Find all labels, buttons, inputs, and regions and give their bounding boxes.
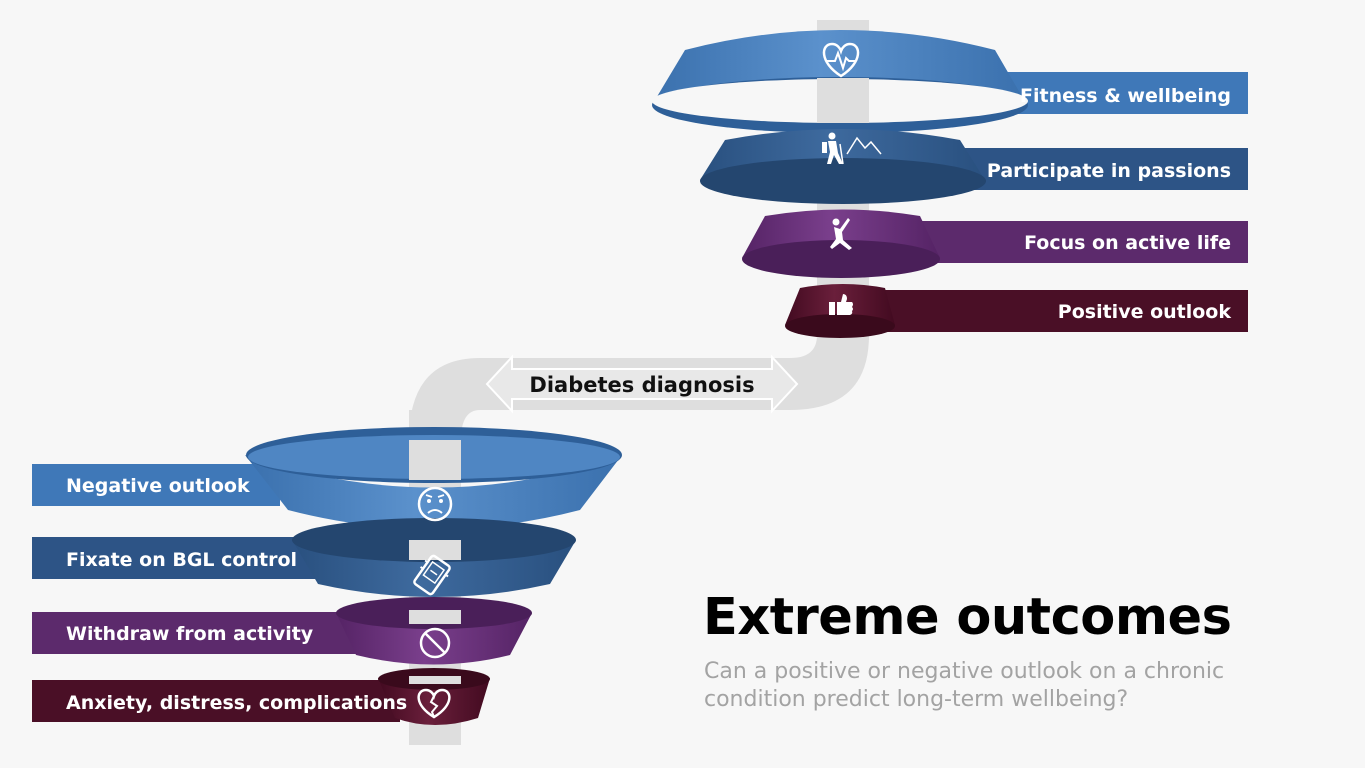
funnel-level-active: Focus on active life: [742, 209, 1248, 278]
level-label: Fitness & wellbeing: [1020, 85, 1231, 107]
negative-funnel: Negative outlook Fixate on BGL control W…: [32, 427, 622, 725]
label-bar: [915, 221, 1248, 263]
yoga-pose-icon: [830, 218, 852, 250]
prohibited-icon: [419, 627, 451, 659]
thumbs-up-icon: [829, 294, 853, 315]
funnel-level-fitness: Fitness & wellbeing: [652, 30, 1248, 133]
level-label: Withdraw from activity: [66, 623, 314, 645]
label-bar: [1005, 72, 1248, 114]
funnel-level-withdraw: Withdraw from activity: [32, 597, 532, 665]
label-bar: [960, 148, 1248, 190]
funnel-level-anxiety: Anxiety, distress, complications: [32, 668, 490, 725]
heart-pulse-icon: [822, 42, 860, 78]
page-subtitle: Can a positive or negative outlook on a …: [704, 659, 1225, 712]
hiker-mountain-icon: [822, 132, 882, 165]
level-label: Focus on active life: [1024, 232, 1231, 254]
level-label: Participate in passions: [987, 160, 1231, 182]
positive-funnel: Fitness & wellbeing Participate in passi…: [652, 30, 1248, 338]
funnel-level-passions: Participate in passions: [700, 129, 1248, 204]
sad-face-icon: [417, 486, 453, 522]
level-label: Positive outlook: [1058, 301, 1232, 323]
glucose-monitor-icon: [413, 554, 451, 596]
level-label: Negative outlook: [66, 475, 250, 497]
diagnosis-arrow: Diabetes diagnosis: [485, 354, 799, 414]
funnel-level-positive: Positive outlook: [785, 284, 1248, 338]
diagnosis-label: Diabetes diagnosis: [529, 373, 754, 397]
page-title: Extreme outcomes: [703, 588, 1232, 647]
label-bar: [32, 680, 400, 722]
funnel-level-negative: Negative outlook: [32, 427, 622, 529]
label-bar: [32, 464, 280, 506]
level-label: Fixate on BGL control: [66, 549, 297, 571]
level-label: Anxiety, distress, complications: [66, 692, 407, 714]
funnel-level-fixate: Fixate on BGL control: [32, 518, 576, 597]
label-bar: [32, 537, 320, 579]
label-bar: [880, 290, 1248, 332]
label-bar: [32, 612, 360, 654]
broken-heart-icon: [417, 688, 451, 719]
